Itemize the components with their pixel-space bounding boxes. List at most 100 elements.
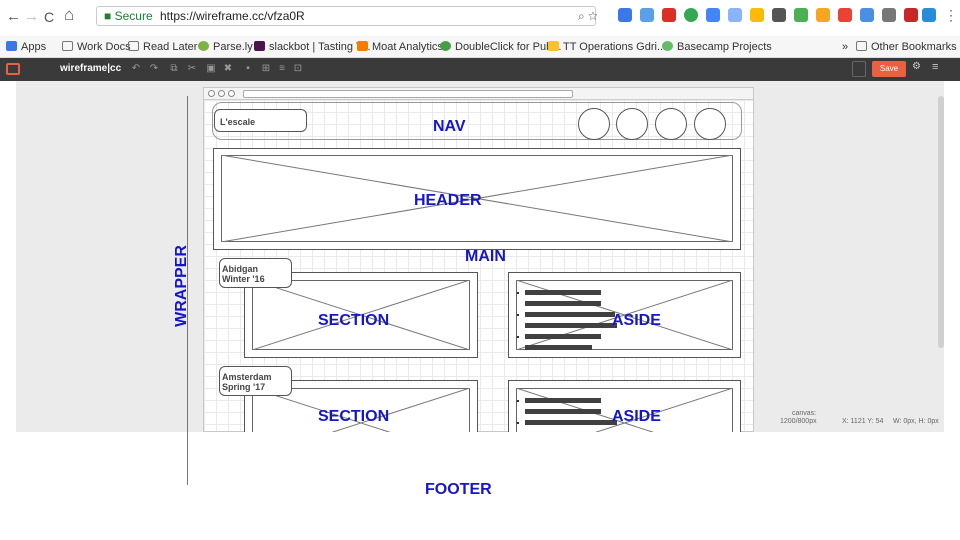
header-annotation: HEADER xyxy=(414,192,482,209)
bookmark-other[interactable]: Other Bookmarks xyxy=(856,40,957,54)
save-button[interactable]: Save xyxy=(872,61,906,77)
extension-icon[interactable] xyxy=(662,8,676,22)
window-dot-icon xyxy=(208,90,215,97)
basecamp-icon xyxy=(662,41,673,51)
undo-icon[interactable]: ↶ xyxy=(131,63,141,74)
chrome-menu-icon[interactable]: ⋮ xyxy=(944,7,958,23)
forward-icon[interactable]: → xyxy=(24,8,39,25)
group-icon[interactable]: ⊞ xyxy=(261,63,271,74)
cut-icon[interactable]: ✂ xyxy=(187,63,197,74)
bookmark-apps[interactable]: Apps xyxy=(6,40,46,54)
extension-icon[interactable] xyxy=(706,8,720,22)
extension-icon[interactable] xyxy=(816,8,830,22)
menu-icon[interactable]: ≡ xyxy=(932,61,939,73)
extension-icon[interactable] xyxy=(640,8,654,22)
redo-icon[interactable]: ↷ xyxy=(149,63,159,74)
app-name: wireframe|cc xyxy=(60,63,122,74)
bookmark-tt-operations[interactable]: TT Operations Gdri... xyxy=(548,40,666,54)
canvas-size-status: canvas: 1200/800px xyxy=(780,410,817,426)
nav-circle-icon[interactable] xyxy=(578,108,610,140)
wrapper-text: WRAPPER xyxy=(173,245,190,327)
wireframe-url-bar xyxy=(243,90,573,98)
section-city: Abidgan xyxy=(222,264,258,274)
extension-icon[interactable] xyxy=(838,8,852,22)
section-annotation: SECTION xyxy=(318,312,390,329)
wireframe-browser-frame xyxy=(203,87,754,432)
bullet-icon xyxy=(517,314,519,316)
bookmarks-bar xyxy=(0,36,960,58)
footer-annotation: FOOTER xyxy=(425,481,492,498)
address-bar[interactable] xyxy=(96,6,596,26)
bookmark-overflow[interactable]: » xyxy=(842,41,849,53)
section-season: Winter '16 xyxy=(222,274,265,284)
bookmark-label: Other Bookmarks xyxy=(871,41,957,53)
aside-annotation: ASIDE xyxy=(612,312,661,329)
nav-circle-icon[interactable] xyxy=(655,108,687,140)
paste-icon[interactable]: ▣ xyxy=(206,63,216,74)
extension-icon[interactable] xyxy=(750,8,764,22)
folder-icon xyxy=(128,41,139,51)
bookmark-label: slackbot | Tasting T... xyxy=(269,41,371,53)
aside-list-bar xyxy=(525,290,601,295)
canvas-size: 1200/800px xyxy=(780,418,817,425)
extension-icon[interactable] xyxy=(618,8,632,22)
aside-list-bar xyxy=(525,420,617,425)
moat-icon xyxy=(357,41,368,51)
selection-dims: W: 0px, H: 0px xyxy=(893,418,939,425)
section-season: Spring '17 xyxy=(222,382,266,392)
nav-circle-icon[interactable] xyxy=(616,108,648,140)
section-tag[interactable] xyxy=(219,366,292,396)
app-toolbar xyxy=(0,58,960,81)
section-city: Amsterdam xyxy=(222,372,272,382)
frame-icon[interactable]: ⊡ xyxy=(293,63,303,74)
section-tag[interactable] xyxy=(219,258,292,288)
extension-icon[interactable] xyxy=(772,8,786,22)
extension-icon[interactable] xyxy=(904,8,918,22)
secure-label: ■ Secure xyxy=(104,8,153,24)
bookmark-label: Parse.ly xyxy=(213,41,253,53)
brand-label: L'escale xyxy=(220,117,256,127)
copy-icon[interactable]: ⧉ xyxy=(170,63,178,74)
zoom-star-icons[interactable]: ⌕ ☆ xyxy=(578,9,598,23)
extension-icon[interactable] xyxy=(684,8,698,22)
bookmark-parsely[interactable]: Parse.ly xyxy=(198,40,253,54)
canvas-label: canvas: xyxy=(792,410,817,417)
bookmark-slackbot[interactable]: slackbot | Tasting T... xyxy=(254,40,371,54)
extension-icon[interactable] xyxy=(882,8,896,22)
aside-list-bar xyxy=(525,398,601,403)
bookmark-doubleclick[interactable]: DoubleClick for Pub... xyxy=(440,40,561,54)
extension-icon[interactable] xyxy=(922,8,936,22)
bookmark-label: Moat Analytics xyxy=(372,41,443,53)
brand-box[interactable] xyxy=(214,109,307,132)
align-icon[interactable]: ≡ xyxy=(279,63,285,74)
bookmark-read-later[interactable]: Read Later xyxy=(128,40,197,54)
bookmark-basecamp[interactable]: Basecamp Projects xyxy=(662,40,772,54)
window-dot-icon xyxy=(228,90,235,97)
extension-icon[interactable] xyxy=(794,8,808,22)
nav-annotation: NAV xyxy=(433,118,466,135)
delete-icon[interactable]: ✖ xyxy=(223,63,233,74)
comment-button[interactable] xyxy=(852,61,866,77)
aside-list-bar xyxy=(525,312,615,317)
section-image-placeholder xyxy=(252,280,470,350)
aside-list-bar xyxy=(525,334,601,339)
bookmark-work-docs[interactable]: Work Docs xyxy=(62,40,131,54)
app-logo-icon[interactable] xyxy=(6,63,20,75)
aside-annotation: ASIDE xyxy=(612,408,661,425)
nav-outline[interactable] xyxy=(212,102,742,140)
lock-icon[interactable]: ▪ xyxy=(246,63,250,74)
drive-icon xyxy=(548,41,559,51)
extension-icon[interactable] xyxy=(860,8,874,22)
bullet-icon xyxy=(517,336,519,338)
reload-icon[interactable]: C xyxy=(44,9,55,25)
canvas-scrollbar[interactable] xyxy=(938,96,944,348)
back-icon[interactable]: ← xyxy=(6,8,21,25)
wrapper-annotation: WRAPPER xyxy=(173,245,190,327)
bookmark-moat[interactable]: Moat Analytics xyxy=(357,40,443,54)
doubleclick-icon xyxy=(440,41,451,51)
nav-circle-icon[interactable] xyxy=(694,108,726,140)
extension-icon[interactable] xyxy=(728,8,742,22)
window-dot-icon xyxy=(218,90,225,97)
home-icon[interactable]: ⌂ xyxy=(64,5,75,24)
settings-icon[interactable]: ⚙ xyxy=(912,61,921,72)
